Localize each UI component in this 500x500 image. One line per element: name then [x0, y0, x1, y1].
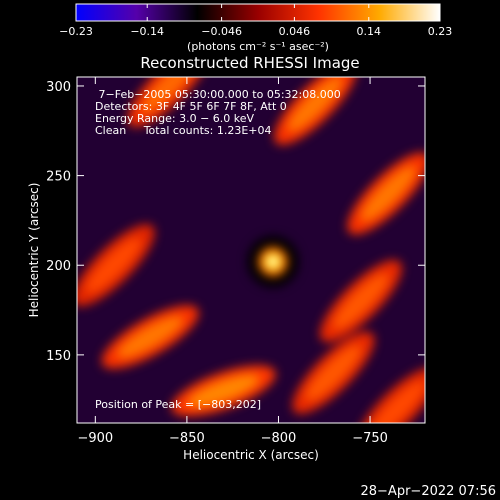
- heatmap-ridge-core: [360, 165, 417, 222]
- heatmap-ridge-core: [187, 374, 260, 407]
- y-tick-label: 300: [46, 80, 71, 95]
- x-axis-ticks: −900 −850 −800 −750: [77, 77, 388, 446]
- y-axis-label: Heliocentric Y (arcsec): [27, 183, 41, 318]
- x-axis-label: Heliocentric X (arcsec): [183, 448, 319, 462]
- colorbar-ticks: −0.23 −0.14 −0.046 0.046 0.14 0.23: [59, 4, 452, 38]
- heatmap-ridge-core: [85, 237, 142, 294]
- colorbar-tick-label: −0.14: [130, 25, 164, 38]
- x-tick-label: −900: [77, 431, 113, 446]
- x-tick-label: −800: [261, 431, 297, 446]
- y-axis-ticks: 150 200 250 300: [46, 80, 425, 364]
- colorbar-unit-label: (photons cm⁻² s⁻¹ asec⁻²): [187, 40, 329, 53]
- colorbar-tick-label: 0.23: [428, 25, 453, 38]
- annotation-line: Clean Total counts: 1.23E+04: [95, 124, 272, 137]
- colorbar-tick-label: 0.046: [279, 25, 311, 38]
- colorbar-tick-label: 0.14: [357, 25, 382, 38]
- heatmap-image: [77, 77, 425, 423]
- colorbar-tick-label: −0.23: [59, 25, 93, 38]
- chart-title: Reconstructed RHESSI Image: [140, 54, 359, 72]
- peak-position-label: Position of Peak = [−803,202]: [95, 398, 261, 411]
- heatmap-ridge-core: [287, 77, 343, 132]
- x-tick-label: −750: [352, 431, 388, 446]
- plot-area: [77, 77, 425, 423]
- heatmap-ridge-core: [116, 316, 184, 358]
- heatmap-ridge-core: [305, 345, 362, 401]
- timestamp: 28−Apr−2022 07:56: [361, 484, 497, 499]
- heatmap-ridge-core: [140, 77, 197, 114]
- x-tick-label: −850: [169, 431, 205, 446]
- peak-core: [267, 256, 279, 268]
- heatmap-ridge-core: [333, 273, 389, 329]
- annotations: 7−Feb−2005 05:30:00.000 to 05:32:08.000D…: [95, 88, 341, 137]
- colorbar-tick-label: −0.046: [201, 25, 242, 38]
- y-tick-label: 150: [46, 349, 71, 364]
- annotation-line: Detectors: 3F 4F 5F 6F 7F 8F, Att 0: [95, 100, 287, 113]
- annotation-line: 7−Feb−2005 05:30:00.000 to 05:32:08.000: [95, 88, 341, 101]
- plot-frame: [76, 76, 426, 424]
- y-tick-label: 200: [46, 259, 71, 274]
- y-tick-label: 250: [46, 170, 71, 185]
- colorbar: [75, 3, 441, 22]
- annotation-line: Energy Range: 3.0 − 6.0 keV: [95, 112, 255, 125]
